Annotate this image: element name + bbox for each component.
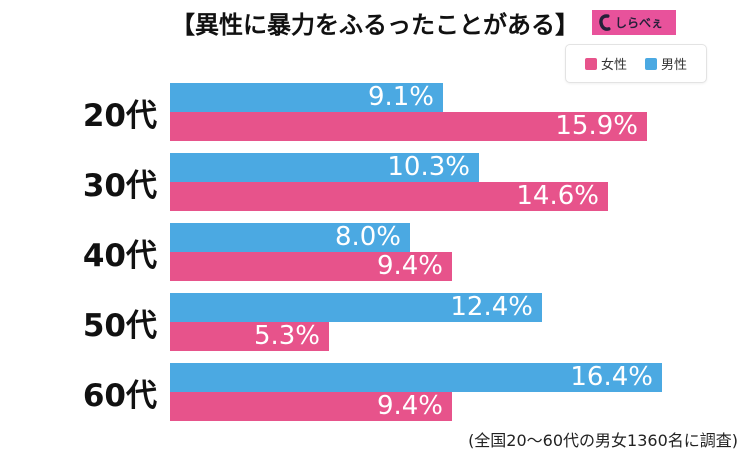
female-bar: 14.6% [170, 182, 608, 211]
female-bar: 5.3% [170, 322, 329, 351]
age-label: 30代 [82, 167, 157, 204]
bar-value-label: 9.4% [376, 251, 443, 281]
age-group-row: 60代 16.4% 9.4% [0, 363, 662, 421]
male-color-swatch-icon [645, 57, 657, 70]
legend: 女性 男性 [565, 44, 707, 83]
female-color-swatch-icon [584, 57, 597, 70]
shirabee-logo-text: しらべぇ [615, 16, 664, 30]
age-group-row: 40代 8.0% 9.4% [0, 223, 662, 281]
age-label: 40代 [82, 237, 157, 274]
bar-value-label: 10.3% [387, 152, 470, 182]
bar-value-label: 9.4% [376, 391, 443, 421]
chart-title: 【異性に暴力をふるったことがある】 [171, 11, 579, 39]
male-bar: 9.1% [170, 83, 443, 112]
age-group-row: 50代 12.4% 5.3% [0, 293, 662, 351]
age-group-row: 30代 10.3% 14.6% [0, 153, 662, 211]
survey-note: (全国20〜60代の男女1360名に調査) [468, 431, 738, 450]
bar-group: 10.3% 14.6% [170, 153, 608, 211]
bar-chart: 20代 9.1% 15.9% 30代 10.3% 14.6% 40代 8.0% 9.4% 50代 1… [0, 83, 662, 421]
age-label: 20代 [82, 97, 157, 134]
shirabee-logo: しらべぇ [592, 10, 676, 35]
bar-value-label: 5.3% [253, 321, 320, 351]
female-bar: 15.9% [170, 112, 647, 141]
bar-group: 16.4% 9.4% [170, 363, 662, 421]
age-group-row: 20代 9.1% 15.9% [0, 83, 662, 141]
legend-label-male: 男性 [661, 58, 688, 73]
legend-item-male: 男性 [645, 54, 687, 73]
female-bar: 9.4% [170, 392, 452, 421]
female-bar: 9.4% [170, 252, 452, 281]
bar-value-label: 9.1% [367, 82, 434, 112]
male-bar: 16.4% [170, 363, 662, 392]
age-label: 50代 [82, 307, 157, 344]
male-bar: 12.4% [170, 293, 542, 322]
bar-group: 9.1% 15.9% [170, 83, 647, 141]
bar-group: 12.4% 5.3% [170, 293, 542, 351]
legend-label-female: 女性 [600, 58, 627, 73]
bar-value-label: 8.0% [334, 222, 401, 252]
male-bar: 10.3% [170, 153, 479, 182]
bar-value-label: 12.4% [450, 292, 533, 322]
legend-item-female: 女性 [584, 54, 627, 73]
age-label: 60代 [82, 377, 157, 414]
male-bar: 8.0% [170, 223, 410, 252]
bar-value-label: 15.9% [555, 111, 638, 141]
bar-value-label: 14.6% [516, 181, 599, 211]
bar-value-label: 16.4% [570, 362, 653, 392]
bar-group: 8.0% 9.4% [170, 223, 452, 281]
shirabee-logo-icon [599, 13, 611, 31]
